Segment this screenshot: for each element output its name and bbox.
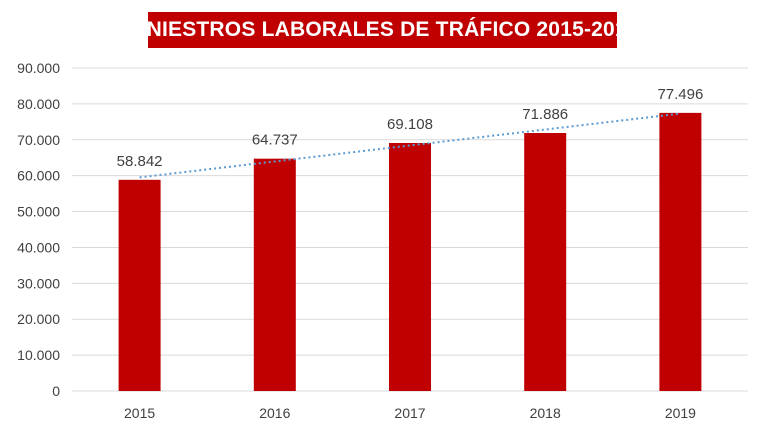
x-tick-label: 2016: [259, 405, 290, 421]
x-tick-label: 2015: [124, 405, 155, 421]
y-tick-label: 20.000: [17, 311, 60, 327]
x-tick-label: 2018: [530, 405, 561, 421]
y-tick-label: 90.000: [17, 60, 60, 76]
trendline: [139, 112, 681, 179]
y-tick-label: 30.000: [17, 275, 60, 291]
data-label: 71.886: [522, 106, 568, 123]
x-axis-ticks: 2015 2016 2017 2018 2019: [124, 405, 696, 421]
y-tick-label: 70.000: [17, 132, 60, 148]
y-tick-label: 60.000: [17, 168, 60, 184]
data-label: 77.496: [657, 86, 703, 103]
chart-title-box: SINIESTROS LABORALES DE TRÁFICO 2015-201…: [126, 12, 638, 48]
data-label: 64.737: [252, 132, 298, 149]
bar-2015: [118, 179, 161, 391]
x-tick-label: 2019: [665, 405, 696, 421]
data-labels: 58.842 64.737 69.108 71.886 77.496: [117, 86, 704, 170]
y-tick-label: 50.000: [17, 204, 60, 220]
y-tick-label: 10.000: [17, 347, 60, 363]
y-tick-label: 80.000: [17, 96, 60, 112]
bars: [118, 112, 702, 392]
data-label: 69.108: [387, 116, 433, 133]
bar-2016: [253, 158, 296, 391]
y-axis-ticks: 0 10.000 20.000 30.000 40.000 50.000 60.000 70.…: [17, 60, 60, 399]
y-tick-label: 40.000: [17, 239, 60, 255]
chart-title: SINIESTROS LABORALES DE TRÁFICO 2015-201…: [126, 18, 639, 41]
bar-2019: [659, 112, 702, 392]
data-label: 58.842: [117, 153, 163, 170]
trendline-group: [139, 112, 681, 179]
x-tick-label: 2017: [394, 405, 425, 421]
y-tick-label: 0: [52, 383, 60, 399]
bar-2018: [524, 133, 567, 391]
bar-2017: [389, 142, 431, 391]
